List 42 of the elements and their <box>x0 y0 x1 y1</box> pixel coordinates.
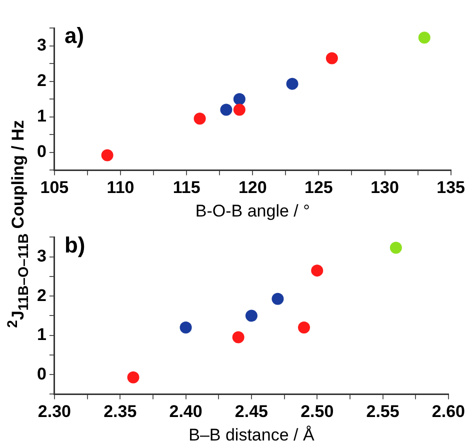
point <box>418 32 430 44</box>
x-tick-label: 2.60 <box>432 402 466 422</box>
y-tick-label: 0 <box>36 142 46 162</box>
chart-title: a) <box>64 23 84 48</box>
chart-title: b) <box>64 232 86 258</box>
point <box>127 371 140 384</box>
x-tick-label: 105 <box>40 178 69 198</box>
x-tick-label: 120 <box>238 178 267 198</box>
point <box>272 292 284 305</box>
x-tick-label: 2.50 <box>300 402 334 422</box>
point <box>298 321 310 334</box>
y-tick-label: 1 <box>36 106 46 126</box>
y-tick-label: 3 <box>36 246 46 266</box>
point <box>245 310 258 322</box>
point <box>233 93 246 106</box>
point <box>311 264 324 277</box>
point <box>326 52 338 64</box>
x-tick-label: 2.55 <box>366 402 400 422</box>
x-tick-label: 130 <box>370 178 399 198</box>
x-tick-label: 2.40 <box>169 402 202 422</box>
x-tick-label: 125 <box>304 178 333 198</box>
point <box>220 104 232 116</box>
y-tick-label: 2 <box>36 286 46 305</box>
x-tick-label: 135 <box>436 178 466 198</box>
point <box>232 331 244 344</box>
x-tick-label: 115 <box>172 178 200 198</box>
y-tick-label: 1 <box>36 325 46 344</box>
x-axis-title: B–B distance / Å <box>188 425 315 444</box>
point <box>194 112 206 125</box>
x-tick-label: 2.35 <box>104 402 137 422</box>
y-tick-label: 0 <box>36 364 46 384</box>
x-tick-label: 2.30 <box>38 402 71 422</box>
x-axis-title: B-O-B angle / ° <box>195 201 310 220</box>
point <box>101 149 114 162</box>
point <box>233 104 246 116</box>
y-tick-label: 3 <box>36 35 46 54</box>
point <box>180 321 192 334</box>
x-tick-label: 2.45 <box>234 402 268 422</box>
x-tick-label: 110 <box>106 178 134 198</box>
y-tick-label: 2 <box>36 71 46 90</box>
point <box>286 78 298 90</box>
point <box>390 242 402 254</box>
